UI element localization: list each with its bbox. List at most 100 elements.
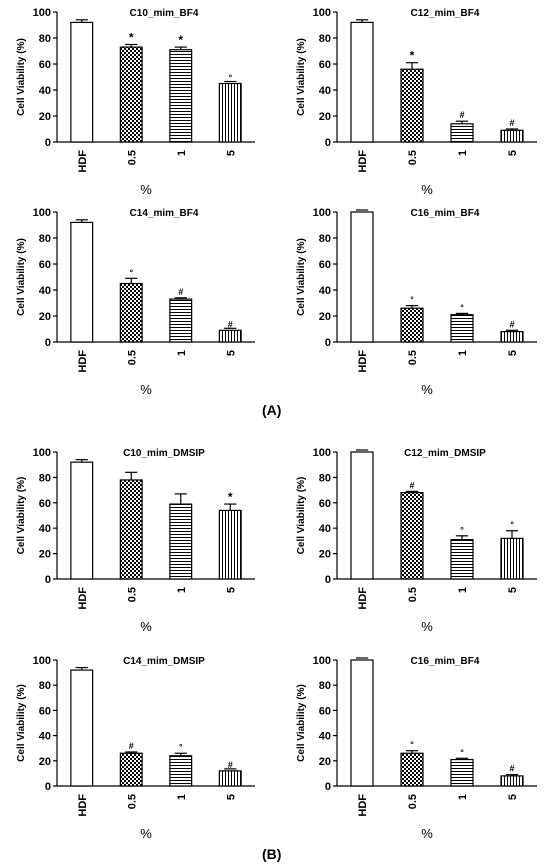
x-axis-label: % <box>140 619 152 634</box>
bar-1 <box>169 503 193 580</box>
chart-7: 0 20 40 60 80 100 Cell Viability (%) C14_mim_DM… <box>16 655 255 841</box>
y-tick-label: 100 <box>33 447 51 459</box>
chart-title: C14_mim_BF4 <box>130 208 199 219</box>
bar-HDF <box>350 21 374 143</box>
y-tick-label: 40 <box>39 731 51 743</box>
y-tick-label: 80 <box>39 680 51 692</box>
x-tick-label: 0.5 <box>407 587 419 602</box>
x-tick-label: HDF <box>357 794 369 817</box>
y-tick-label: 100 <box>313 207 331 219</box>
x-tick-label: 0.5 <box>126 150 138 165</box>
chart-title: C10_mim_DMSIP <box>123 448 205 459</box>
x-tick-label: 5 <box>507 587 519 593</box>
bar-1 <box>450 123 474 143</box>
bar-HDF <box>70 461 94 580</box>
chart-title: C12_mim_BF4 <box>411 8 480 19</box>
x-tick-label: 5 <box>507 150 519 156</box>
significance-mark: ° <box>129 267 133 277</box>
x-tick-label: 1 <box>457 350 469 356</box>
significance-mark: * <box>129 31 134 45</box>
y-tick-label: 20 <box>39 756 51 768</box>
bar-0.5 <box>119 479 143 580</box>
y-tick-label: 40 <box>39 285 51 297</box>
panel-label-b: (B) <box>262 846 282 862</box>
y-axis-label: Cell Viability (%) <box>296 38 307 116</box>
y-tick-label: 80 <box>319 33 331 45</box>
y-tick-label: 0 <box>325 137 331 149</box>
y-axis-label: Cell Viability (%) <box>296 684 307 762</box>
bar-0.5 <box>400 752 424 787</box>
bar-5 <box>218 329 242 343</box>
x-axis-label: % <box>140 382 152 397</box>
x-tick-label: 5 <box>225 350 237 356</box>
x-tick-label: HDF <box>77 350 89 373</box>
significance-mark: # <box>228 760 233 770</box>
bar-5 <box>500 331 524 343</box>
x-tick-label: 1 <box>176 794 188 800</box>
chart-1: 0 20 40 60 80 100 Cell Viability (%) C10_mim_BF… <box>16 7 255 197</box>
y-tick-label: 20 <box>319 756 331 768</box>
y-tick-label: 80 <box>319 680 331 692</box>
y-tick-label: 80 <box>319 472 331 484</box>
significance-mark: # <box>509 764 514 774</box>
y-tick-label: 0 <box>325 574 331 586</box>
chart-8: 0 20 40 60 80 100 Cell Viability (%) C16_mim_BF… <box>296 655 537 841</box>
y-tick-label: 80 <box>39 472 51 484</box>
x-axis-label: % <box>140 826 152 841</box>
x-tick-label: 0.5 <box>407 150 419 165</box>
x-tick-label: HDF <box>77 794 89 817</box>
chart-title: C16_mim_BF4 <box>411 656 480 667</box>
y-tick-label: 80 <box>39 233 51 245</box>
y-axis-label: Cell Viability (%) <box>16 477 27 555</box>
x-tick-label: HDF <box>357 150 369 173</box>
y-tick-label: 0 <box>45 137 51 149</box>
x-tick-label: HDF <box>77 587 89 610</box>
y-axis-label: Cell Viability (%) <box>296 238 307 316</box>
y-tick-label: 20 <box>39 111 51 123</box>
chart-title: C16_mim_BF4 <box>411 208 480 219</box>
bar-5 <box>218 509 242 580</box>
significance-mark: ° <box>179 742 183 752</box>
y-tick-label: 60 <box>39 59 51 71</box>
x-tick-label: 1 <box>457 150 469 156</box>
bar-5 <box>500 129 524 143</box>
significance-mark: # <box>178 287 183 297</box>
y-tick-label: 0 <box>45 337 51 349</box>
y-tick-label: 40 <box>319 731 331 743</box>
significance-mark: # <box>509 319 514 329</box>
y-tick-label: 80 <box>39 33 51 45</box>
significance-mark: * <box>410 49 415 63</box>
bar-0.5 <box>400 307 424 343</box>
chart-5: 0 20 40 60 80 100 Cell Viability (%) C10_mim_DM… <box>16 447 255 634</box>
chart-title: C10_mim_BF4 <box>130 8 199 19</box>
significance-mark: # <box>459 110 464 120</box>
y-tick-label: 20 <box>39 549 51 561</box>
y-tick-label: 40 <box>319 285 331 297</box>
y-tick-label: 40 <box>319 523 331 535</box>
y-tick-label: 60 <box>39 705 51 717</box>
y-tick-label: 40 <box>39 523 51 535</box>
bar-5 <box>218 770 242 787</box>
significance-mark: # <box>409 480 414 490</box>
bar-0.5 <box>119 46 143 143</box>
y-tick-label: 60 <box>319 498 331 510</box>
chart-title: C14_mim_DMSIP <box>123 656 205 667</box>
x-tick-label: 0.5 <box>126 350 138 365</box>
bar-HDF <box>70 221 94 343</box>
x-tick-label: 5 <box>225 794 237 800</box>
significance-mark: ° <box>460 302 464 312</box>
bar-0.5 <box>119 752 143 787</box>
bar-HDF <box>350 659 374 787</box>
x-axis-label: % <box>421 826 433 841</box>
x-tick-label: 1 <box>176 350 188 356</box>
y-tick-label: 100 <box>33 207 51 219</box>
bar-5 <box>218 82 242 143</box>
y-tick-label: 60 <box>319 705 331 717</box>
y-tick-label: 0 <box>325 781 331 793</box>
y-tick-label: 100 <box>33 7 51 19</box>
significance-mark: * <box>178 33 183 47</box>
x-tick-label: HDF <box>357 587 369 610</box>
y-tick-label: 40 <box>319 85 331 97</box>
y-tick-label: 100 <box>313 655 331 667</box>
x-tick-label: 1 <box>176 150 188 156</box>
